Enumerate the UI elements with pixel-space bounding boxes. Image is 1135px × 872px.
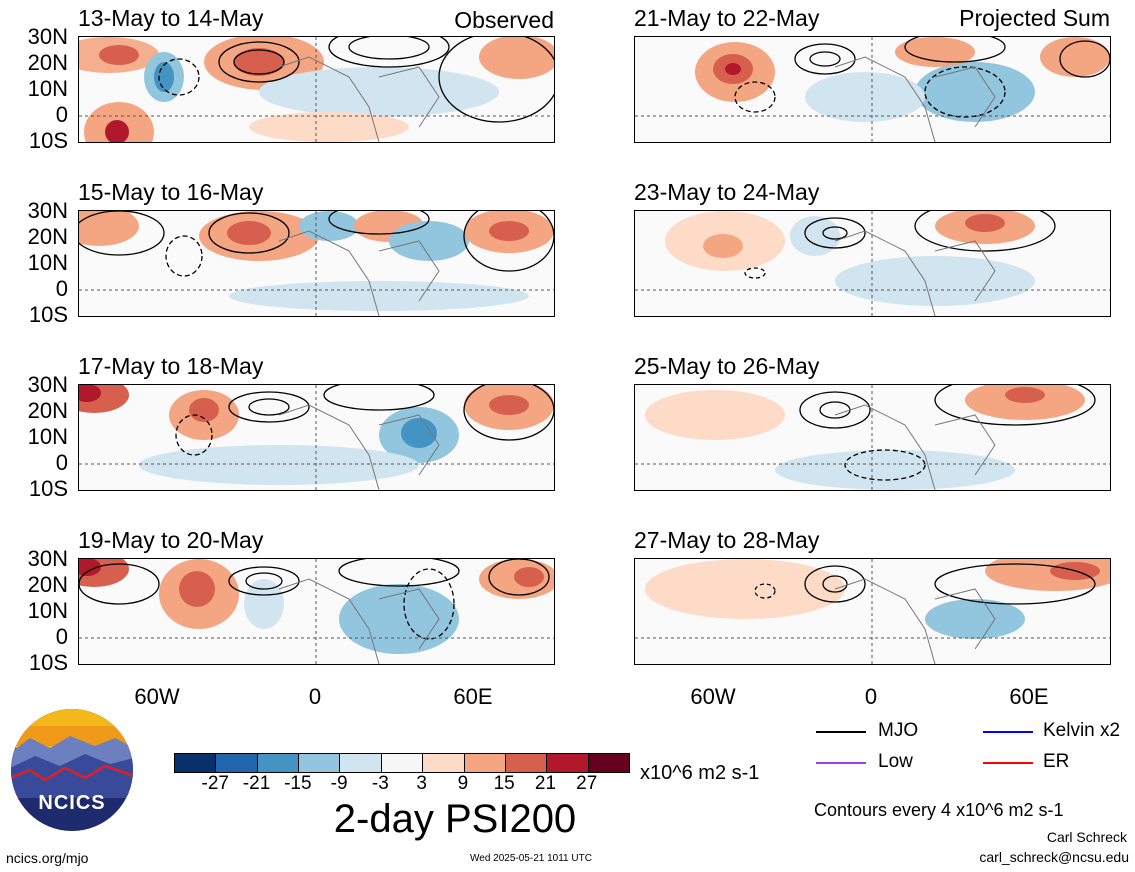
colorbar-tick-label: 9 bbox=[457, 773, 469, 794]
lat-label: 30N bbox=[27, 372, 68, 397]
lat-label: 10S bbox=[28, 650, 68, 675]
legend-label-kelvin: Kelvin x2 bbox=[1043, 720, 1121, 741]
map-field bbox=[635, 385, 1110, 490]
colorbar-swatch bbox=[464, 754, 506, 772]
panel-title: 23-May to 24-May bbox=[634, 179, 820, 205]
map-panel bbox=[634, 558, 1111, 665]
map-panel bbox=[78, 384, 555, 491]
panel-title: 21-May to 22-May bbox=[634, 5, 820, 31]
map-panel bbox=[78, 558, 555, 665]
lon-label: 60W bbox=[134, 684, 180, 709]
map-panel bbox=[78, 210, 555, 317]
ncics-logo: NCICS bbox=[10, 708, 134, 832]
colorbar-tick-label: 3 bbox=[416, 773, 427, 794]
map-field bbox=[79, 37, 554, 142]
map-panel bbox=[634, 384, 1111, 491]
colorbar-tick-label: -3 bbox=[371, 773, 389, 794]
colorbar-tick-label: 27 bbox=[576, 773, 598, 794]
lon-label: 60E bbox=[1009, 684, 1049, 709]
map-field bbox=[79, 559, 554, 664]
map-panel bbox=[634, 210, 1111, 317]
colorbar-tick-label: 21 bbox=[534, 773, 557, 794]
lat-label: 10N bbox=[27, 424, 68, 449]
lat-label: 20N bbox=[27, 224, 68, 249]
colorbar-swatch bbox=[216, 754, 258, 772]
panel-tag: Projected Sum bbox=[959, 5, 1110, 31]
lat-label: 30N bbox=[27, 24, 68, 49]
map-field bbox=[79, 385, 554, 490]
colorbar-tick-label: -15 bbox=[284, 773, 312, 794]
footer-timestamp: Wed 2025-05-21 1011 UTC bbox=[470, 853, 592, 864]
legend-swatch-kelvin bbox=[983, 731, 1033, 733]
colorbar-tick-label: 15 bbox=[493, 773, 515, 794]
lat-label: 30N bbox=[27, 198, 68, 223]
legend-swatch-low bbox=[816, 762, 866, 764]
colorbar-swatch bbox=[299, 754, 341, 772]
legend-swatch-mjo bbox=[816, 731, 866, 733]
colorbar-swatch bbox=[505, 754, 548, 772]
lat-label: 0 bbox=[55, 276, 68, 301]
panel-title: 19-May to 20-May bbox=[78, 527, 264, 553]
panel-tag: Observed bbox=[454, 7, 554, 33]
lat-label: 20N bbox=[27, 572, 68, 597]
map-field bbox=[79, 211, 554, 316]
footer-author: Carl Schreck bbox=[1046, 829, 1127, 845]
logo-text: NCICS bbox=[38, 792, 106, 814]
panel-title: 27-May to 28-May bbox=[634, 527, 820, 553]
colorbar-swatch bbox=[340, 754, 382, 772]
chart-title: 2-day PSI200 bbox=[333, 797, 577, 841]
panel-title: 17-May to 18-May bbox=[78, 353, 264, 379]
map-panel bbox=[78, 36, 555, 143]
lat-label: 10S bbox=[28, 128, 68, 153]
lat-label: 0 bbox=[55, 102, 68, 127]
contour-note: Contours every 4 x10^6 m2 s-1 bbox=[814, 800, 1064, 820]
colorbar-swatch bbox=[547, 754, 589, 772]
colorbar-tick-label: -21 bbox=[242, 773, 271, 794]
panel-title: 13-May to 14-May bbox=[78, 5, 264, 31]
lat-label: 10N bbox=[27, 76, 68, 101]
lat-label: 10S bbox=[28, 476, 68, 501]
lat-label: 10S bbox=[28, 302, 68, 327]
legend-label-mjo: MJO bbox=[878, 720, 919, 741]
colorbar-swatch bbox=[175, 754, 217, 772]
panel-title: 15-May to 16-May bbox=[78, 179, 264, 205]
colorbar-tick-label: -9 bbox=[330, 773, 348, 794]
map-field bbox=[635, 211, 1110, 316]
lon-label: 0 bbox=[308, 684, 322, 709]
map-field bbox=[635, 37, 1110, 142]
lon-label: 60W bbox=[690, 684, 736, 709]
colorbar bbox=[174, 753, 630, 773]
panel-title: 25-May to 26-May bbox=[634, 353, 820, 379]
footer-link[interactable]: ncics.org/mjo bbox=[6, 850, 89, 866]
colorbar-swatch bbox=[257, 754, 300, 772]
colorbar-swatch bbox=[423, 754, 465, 772]
legend-label-er: ER bbox=[1043, 751, 1070, 772]
map-field bbox=[635, 559, 1110, 664]
lon-label: 0 bbox=[864, 684, 878, 709]
colorbar-tick-label: -27 bbox=[201, 773, 229, 794]
lat-label: 0 bbox=[55, 450, 68, 475]
lat-label: 20N bbox=[27, 50, 68, 75]
lat-label: 0 bbox=[55, 624, 68, 649]
lat-label: 20N bbox=[27, 398, 68, 423]
lat-label: 10N bbox=[27, 598, 68, 623]
map-panel bbox=[634, 36, 1111, 143]
footer-email[interactable]: carl_schreck@ncsu.edu bbox=[979, 849, 1129, 865]
legend-label-low: Low bbox=[878, 751, 913, 772]
colorbar-units: x10^6 m2 s-1 bbox=[640, 762, 760, 784]
lat-label: 10N bbox=[27, 250, 68, 275]
legend-swatch-er bbox=[983, 762, 1033, 764]
colorbar-swatch bbox=[381, 754, 424, 772]
lon-label: 60E bbox=[453, 684, 493, 709]
colorbar-swatch bbox=[588, 754, 629, 772]
lat-label: 30N bbox=[27, 546, 68, 571]
